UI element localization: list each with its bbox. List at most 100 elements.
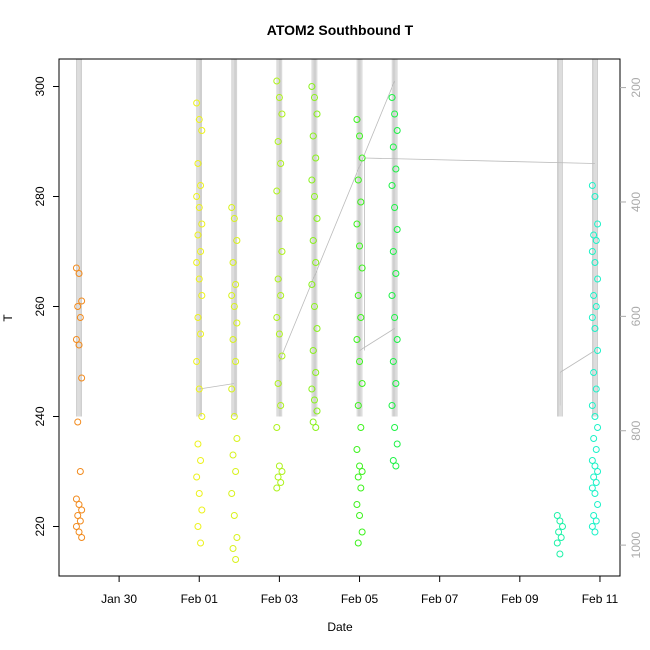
- data-point: [357, 484, 365, 492]
- data-point: [392, 380, 400, 387]
- data-point: [198, 413, 206, 420]
- data-point: [75, 501, 83, 508]
- data-point: [594, 501, 602, 508]
- data-point: [278, 468, 286, 475]
- data-point: [388, 94, 396, 101]
- data-point: [356, 242, 364, 250]
- data-point: [591, 259, 599, 266]
- data-point: [273, 484, 281, 492]
- data-point: [277, 292, 285, 299]
- data-point: [391, 110, 399, 118]
- data-point: [389, 358, 397, 365]
- x-tick-label: Feb 03: [261, 592, 299, 606]
- data-point: [391, 204, 399, 211]
- data-point: [354, 292, 362, 299]
- data-point: [78, 374, 86, 382]
- data-point: [553, 539, 561, 547]
- data-point: [392, 165, 400, 173]
- data-point: [232, 468, 240, 475]
- data-point: [193, 99, 201, 107]
- y-tick-label: 280: [33, 186, 47, 206]
- data-point: [557, 534, 565, 541]
- data-point: [590, 231, 598, 239]
- data-point: [228, 204, 236, 211]
- data-point: [594, 220, 602, 228]
- data-point: [358, 528, 366, 536]
- data-point: [193, 473, 201, 481]
- data-point: [233, 237, 241, 244]
- data-point: [358, 264, 366, 272]
- y2-axis: 200 400 600 800 1000: [620, 77, 643, 558]
- y-tick-label: 220: [33, 516, 47, 536]
- data-point: [195, 385, 203, 393]
- data-point: [310, 193, 318, 200]
- data-point: [78, 297, 86, 305]
- data-point: [590, 512, 598, 519]
- data-point: [273, 424, 281, 431]
- x-tick-label: Feb 07: [421, 592, 459, 606]
- data-point: [592, 446, 600, 453]
- data-point: [232, 358, 240, 365]
- data-point: [230, 303, 238, 310]
- data-point: [72, 523, 80, 530]
- data-point: [356, 462, 364, 470]
- data-point: [388, 292, 396, 299]
- data-point: [274, 473, 282, 481]
- x-tick-label: Jan 30: [101, 592, 137, 606]
- data-point: [356, 512, 364, 519]
- data-point: [312, 369, 320, 376]
- data-point: [228, 385, 236, 393]
- data-point: [198, 220, 206, 228]
- x-axis-label: Date: [327, 620, 353, 634]
- data-point: [309, 418, 317, 426]
- data-point: [194, 440, 202, 448]
- data-point: [308, 176, 316, 184]
- data-point: [197, 539, 205, 547]
- x-axis: Jan 30 Feb 01 Feb 03 Feb 05 Feb 07 Feb 09 Feb …: [101, 576, 619, 606]
- data-point: [594, 347, 602, 354]
- data-point: [358, 380, 366, 387]
- data-point: [358, 154, 366, 162]
- data-point: [592, 479, 600, 486]
- data-point: [357, 314, 365, 321]
- data-point: [588, 484, 596, 492]
- data-point: [230, 413, 238, 420]
- data-point: [195, 116, 203, 123]
- data-point: [310, 94, 318, 101]
- data-point: [357, 424, 365, 431]
- data-point: [555, 528, 563, 536]
- data-point: [195, 204, 203, 211]
- data-point: [358, 468, 366, 475]
- data-point: [75, 341, 83, 349]
- data-point: [74, 418, 82, 426]
- data-point: [388, 182, 396, 189]
- data-point: [230, 215, 238, 222]
- data-point: [275, 462, 283, 470]
- data-point: [588, 314, 596, 321]
- data-point: [309, 347, 317, 354]
- data-point: [356, 358, 364, 365]
- x-tick-label: Feb 01: [181, 592, 219, 606]
- data-point: [274, 380, 282, 387]
- data-point: [594, 275, 602, 283]
- transit-line: [279, 80, 395, 362]
- data-point: [229, 336, 237, 343]
- transit-line: [364, 157, 595, 164]
- data-point: [389, 457, 397, 464]
- data-point: [193, 259, 201, 266]
- data-point: [588, 523, 596, 530]
- data-point: [75, 528, 83, 536]
- data-point: [232, 281, 240, 288]
- data-point: [308, 281, 316, 288]
- data-point: [312, 154, 320, 162]
- data-point: [389, 248, 397, 255]
- data-point: [393, 440, 401, 448]
- data-point: [393, 336, 401, 343]
- data-point: [75, 270, 83, 277]
- data-point: [392, 270, 400, 277]
- data-point: [389, 143, 397, 151]
- data-point: [273, 77, 281, 85]
- data-point: [313, 215, 321, 222]
- data-point: [313, 407, 321, 415]
- data-point: [391, 314, 399, 321]
